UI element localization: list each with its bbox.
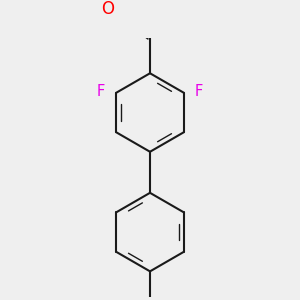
Text: O: O <box>101 0 114 18</box>
Text: F: F <box>195 85 203 100</box>
Text: F: F <box>97 85 105 100</box>
